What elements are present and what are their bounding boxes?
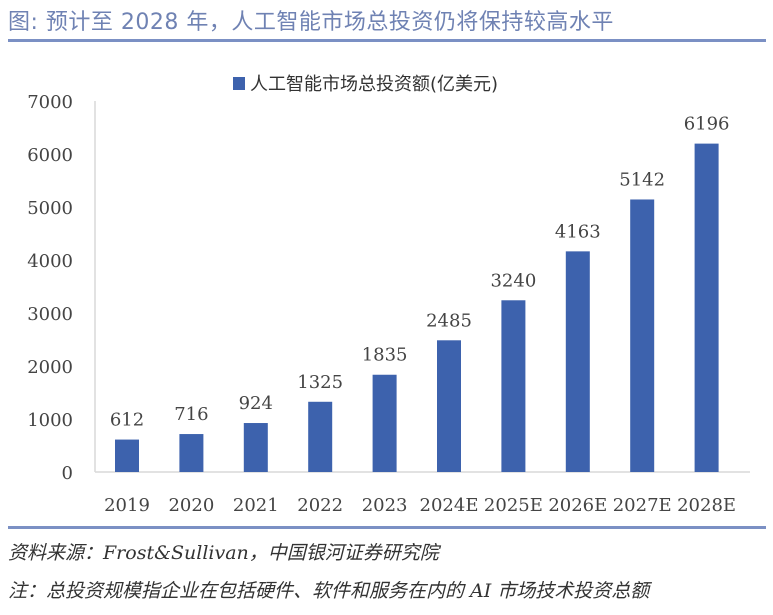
data-label: 924 — [239, 393, 273, 414]
data-label: 1835 — [362, 345, 408, 366]
y-tick-label: 6000 — [27, 145, 73, 166]
y-tick-label: 4000 — [27, 251, 73, 272]
x-tick-label: 2028E — [677, 495, 736, 516]
x-tick-label: 2027E — [613, 495, 672, 516]
data-label: 1325 — [297, 372, 343, 393]
y-tick-label: 0 — [62, 463, 73, 484]
bar-2025E — [501, 300, 526, 472]
x-tick-label: 2023 — [362, 495, 408, 516]
bar-2028E — [694, 143, 719, 472]
x-tick-label: 2026E — [548, 495, 607, 516]
bar-2023 — [372, 374, 397, 472]
bar-2027E — [630, 199, 655, 472]
note-text: 注：总投资规模指企业在包括硬件、软件和服务在内的 AI 市场技术投资总额 — [8, 580, 650, 602]
data-label: 6196 — [684, 114, 730, 135]
data-label: 612 — [110, 410, 144, 431]
bar-2020 — [179, 434, 204, 472]
footer-divider — [8, 526, 766, 529]
bar-2021 — [243, 423, 268, 472]
source-text: 资料来源：Frost&Sullivan，中国银河证券研究院 — [8, 542, 439, 564]
x-tick-label: 2025E — [484, 495, 543, 516]
data-label: 2485 — [426, 310, 472, 331]
y-tick-label: 1000 — [27, 410, 73, 431]
y-tick-label: 3000 — [27, 304, 73, 325]
legend-label: 人工智能市场总投资额(亿美元) — [250, 74, 498, 95]
bar-2026E — [565, 251, 590, 472]
bar-2022 — [308, 401, 333, 472]
bar-chart: 0 1000 2000 3000 4000 5000 6000 7000 612 2019 716 2… — [27, 74, 750, 516]
figure-title: 图: 预计至 2028 年，人工智能市场总投资仍将保持较高水平 — [8, 10, 614, 35]
y-tick-label: 2000 — [27, 357, 73, 378]
x-tick-label: 2024E — [420, 495, 479, 516]
x-tick-label: 2022 — [297, 495, 343, 516]
y-tick-label: 5000 — [27, 198, 73, 219]
y-tick-label: 7000 — [27, 92, 73, 113]
bar-2024E — [437, 340, 461, 472]
x-tick-label: 2020 — [168, 495, 214, 516]
data-label: 716 — [174, 404, 208, 425]
data-label: 5142 — [619, 169, 665, 190]
title-divider — [8, 39, 766, 42]
x-tick-label: 2019 — [104, 495, 150, 516]
x-tick-label: 2021 — [233, 495, 279, 516]
data-label: 3240 — [490, 270, 536, 291]
data-label: 4163 — [555, 221, 601, 242]
legend-swatch — [233, 77, 245, 90]
bar-2019 — [115, 439, 139, 472]
